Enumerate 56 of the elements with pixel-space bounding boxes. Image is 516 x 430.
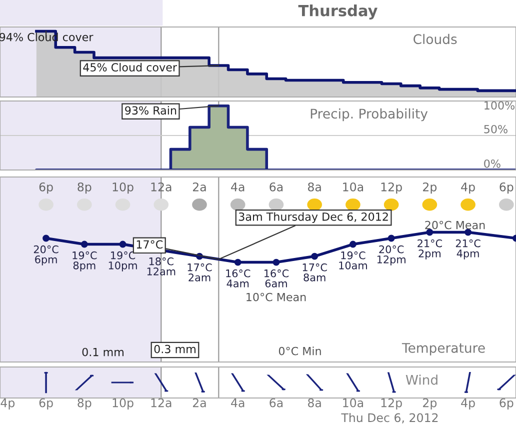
- chart-subtitle: Clouds: [414, 34, 457, 44]
- x-tick-label: 2p: [423, 398, 437, 410]
- x-tick-label: 4p: [461, 398, 475, 410]
- data-label: 21°C 4pm: [456, 239, 480, 260]
- annotation: 10°C Mean: [246, 292, 306, 302]
- x-axis-title: Thu Dec 6, 2012: [341, 413, 438, 424]
- annotation: 45% Cloud cover: [83, 62, 178, 72]
- x-tick-label: 6a: [270, 398, 283, 408]
- annotation: 17°C: [136, 240, 163, 249]
- data-label: 19°C 10am: [339, 251, 367, 270]
- annotation: 0.1 mm: [82, 348, 124, 356]
- x-tick-label: 10p: [112, 398, 134, 410]
- x2-tick-label: 8p: [78, 182, 92, 194]
- data-label: 19°C 10pm: [108, 251, 137, 272]
- x2-tick-label: 2a: [192, 182, 206, 192]
- annotation: 93% Rain: [125, 106, 176, 115]
- x2-tick-label: 6p: [39, 182, 53, 194]
- text: Wind: [406, 374, 438, 385]
- x2-tick-label: 2p: [423, 182, 437, 194]
- x-tick-label: 12p: [381, 398, 402, 410]
- text: Temperature: [402, 343, 485, 356]
- data-label: 16°C 6am: [264, 269, 289, 288]
- x-tick-label: 4a: [231, 398, 244, 408]
- x-tick-label: 2a: [192, 398, 206, 408]
- x-tick-label: 10a: [343, 398, 364, 408]
- x2-tick-label: 10p: [112, 182, 134, 194]
- data-label: 17°C 8am: [302, 263, 327, 282]
- x-tick-label: 6p: [500, 398, 514, 410]
- data-label: 18°C 12am: [147, 257, 176, 276]
- data-label: 19°C 8pm: [72, 251, 97, 272]
- data-label: 20°C 12pm: [377, 245, 406, 266]
- x2-tick-label: 6p: [500, 182, 514, 194]
- x-tick-label: 4p: [0, 398, 15, 410]
- text: Precip. Probability: [310, 108, 428, 122]
- data-label: 21°C 2pm: [418, 239, 442, 260]
- y-tick-label: 100%: [484, 101, 515, 110]
- annotation: 3am Thursday Dec 6, 2012: [238, 212, 388, 223]
- x-tick-label: 8a: [308, 398, 321, 408]
- data-label: 20°C 6pm: [34, 245, 58, 266]
- x2-tick-label: 8a: [308, 182, 321, 192]
- y-tick-label: 0%: [484, 159, 500, 168]
- x2-tick-label: 4a: [231, 182, 244, 192]
- x-tick-label: 6p: [39, 398, 53, 410]
- annotation: 0°C Min: [278, 346, 321, 356]
- chart-title: Thursday: [298, 4, 378, 20]
- data-label: 17°C 2am: [188, 263, 212, 282]
- x2-tick-label: 6a: [270, 182, 283, 192]
- x-tick-label: 12a: [151, 398, 172, 408]
- x2-tick-label: 12p: [381, 182, 402, 194]
- annotation: 20°C Mean: [425, 220, 485, 230]
- x-tick-label: 8p: [78, 398, 92, 410]
- x2-tick-label: 10a: [343, 182, 364, 192]
- data-label: 16°C 4am: [226, 269, 250, 288]
- x2-tick-label: 4p: [461, 182, 475, 194]
- y-tick-label: 50%: [484, 124, 508, 134]
- annotation: 0.3 mm: [154, 344, 196, 354]
